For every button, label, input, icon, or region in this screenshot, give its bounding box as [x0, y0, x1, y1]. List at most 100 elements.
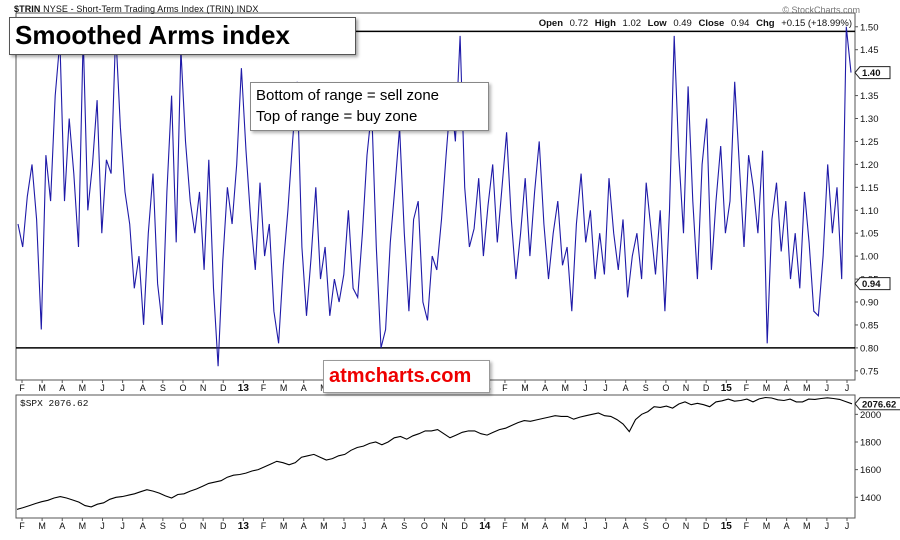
spx-ytick-label: 2000 — [860, 410, 881, 421]
trin-close-tag-text: 0.94 — [862, 279, 881, 290]
x-tick-label: J — [120, 383, 125, 393]
note-line-2: Top of range = buy zone — [256, 108, 418, 125]
x-tick-label: S — [160, 383, 166, 393]
x-tick-label: O — [179, 521, 186, 531]
trin-ytick-label: 1.05 — [860, 229, 879, 240]
x-tick-label: M — [562, 521, 570, 531]
trin-last-tag-box — [854, 66, 891, 80]
chart-header: $TRIN NYSE - Short-Term Trading Arms Ind… — [14, 4, 258, 14]
x-tick-label: A — [59, 521, 65, 531]
x-tick-label: J — [342, 521, 347, 531]
spx-last-tag-text: 2076.62 — [862, 399, 896, 410]
x-tick-label: M — [280, 521, 288, 531]
stat-close: Close 0.94 — [698, 18, 750, 29]
trin-ytick-label: 1.35 — [860, 91, 879, 102]
x-tick-label: M — [763, 521, 771, 531]
x-tick-label: M — [521, 383, 529, 393]
note-line-1: Bottom of range = sell zone — [256, 87, 440, 104]
x-tick-label: J — [603, 383, 608, 393]
x-tick-label: F — [19, 383, 25, 393]
x-tick-label: N — [441, 521, 448, 531]
x-tick-label: F — [261, 383, 267, 393]
stat-open: Open 0.72 — [538, 18, 589, 29]
trin-ytick-label: 0.80 — [860, 343, 879, 354]
x-tick-label: O — [662, 521, 669, 531]
x-tick-label: M — [803, 383, 811, 393]
x-tick-label: N — [200, 521, 207, 531]
x-tick-label: J — [362, 521, 367, 531]
x-tick-label: M — [79, 521, 87, 531]
spx-last-tag-box — [854, 397, 900, 411]
x-tick-label: A — [59, 383, 65, 393]
spx-ytick-label: 1400 — [860, 493, 881, 504]
x-tick-label: J — [120, 521, 125, 531]
x-tick-label: J — [825, 521, 830, 531]
spx-panel-frame — [15, 394, 856, 519]
x-tick-label: 15 — [721, 521, 733, 532]
spx-series-line — [16, 396, 853, 510]
x-tick-label: A — [301, 521, 307, 531]
trin-ytick-label: 1.30 — [860, 114, 879, 125]
x-tick-label: F — [744, 383, 750, 393]
title-callout: Smoothed Arms index — [9, 17, 356, 55]
x-tick-label: M — [38, 521, 46, 531]
brand-label: © StockCharts.com — [782, 5, 860, 15]
x-tick-label: S — [643, 383, 649, 393]
x-tick-label: 13 — [238, 521, 250, 532]
x-tick-label: J — [100, 521, 105, 531]
x-tick-label: O — [421, 521, 428, 531]
trin-panel-frame — [15, 12, 856, 381]
x-tick-label: 13 — [238, 383, 250, 394]
x-tick-label: D — [461, 521, 468, 531]
x-tick-label: A — [381, 521, 387, 531]
x-tick-label: M — [521, 521, 529, 531]
trin-ytick-label: 0.75 — [860, 366, 879, 377]
note-callout: Bottom of range = sell zone Top of range… — [250, 82, 489, 131]
x-tick-label: A — [542, 521, 548, 531]
x-tick-label: M — [280, 383, 288, 393]
stat-low: Low 0.49 — [647, 18, 692, 29]
symbol-description: NYSE - Short-Term Trading Arms Index (TR… — [43, 4, 259, 14]
x-tick-label: A — [623, 521, 629, 531]
x-tick-label: A — [301, 383, 307, 393]
x-tick-label: N — [200, 383, 207, 393]
x-tick-label: A — [623, 383, 629, 393]
x-tick-label: M — [803, 521, 811, 531]
x-tick-label: F — [502, 521, 508, 531]
x-tick-label: M — [79, 383, 87, 393]
x-tick-label: S — [643, 521, 649, 531]
x-tick-label: A — [140, 521, 146, 531]
x-tick-label: F — [502, 383, 508, 393]
trin-series-line — [17, 26, 852, 367]
x-tick-label: J — [583, 383, 588, 393]
x-tick-label: S — [160, 521, 166, 531]
x-tick-label: J — [583, 521, 588, 531]
trin-close-tag-box — [854, 277, 891, 291]
x-tick-label: J — [603, 521, 608, 531]
trin-ytick-label: 1.15 — [860, 183, 879, 194]
x-tick-label: J — [825, 383, 830, 393]
trin-ytick-label: 1.20 — [860, 160, 879, 171]
x-tick-label: 14 — [479, 521, 491, 532]
x-tick-label: F — [261, 521, 267, 531]
trin-ytick-label: 0.90 — [860, 298, 879, 309]
trin-ytick-label: 1.00 — [860, 252, 879, 263]
x-tick-label: N — [683, 521, 690, 531]
spx-ytick-label: 1800 — [860, 437, 881, 448]
x-tick-label: M — [562, 383, 570, 393]
watermark-callout: atmcharts.com — [323, 360, 490, 393]
stat-change: Chg +0.15 (+18.99%) — [756, 18, 852, 29]
x-tick-label: D — [220, 383, 227, 393]
x-tick-label: A — [784, 521, 790, 531]
trin-ytick-label: 0.85 — [860, 320, 879, 331]
trin-last-tag-text: 1.40 — [862, 68, 881, 79]
symbol: $TRIN — [14, 4, 41, 14]
x-tick-label: F — [19, 521, 25, 531]
x-tick-label: O — [662, 383, 669, 393]
x-tick-label: M — [320, 521, 328, 531]
x-tick-label: D — [703, 383, 710, 393]
x-tick-label: J — [845, 521, 850, 531]
trin-ytick-label: 1.50 — [860, 22, 879, 33]
x-tick-label: N — [683, 383, 690, 393]
